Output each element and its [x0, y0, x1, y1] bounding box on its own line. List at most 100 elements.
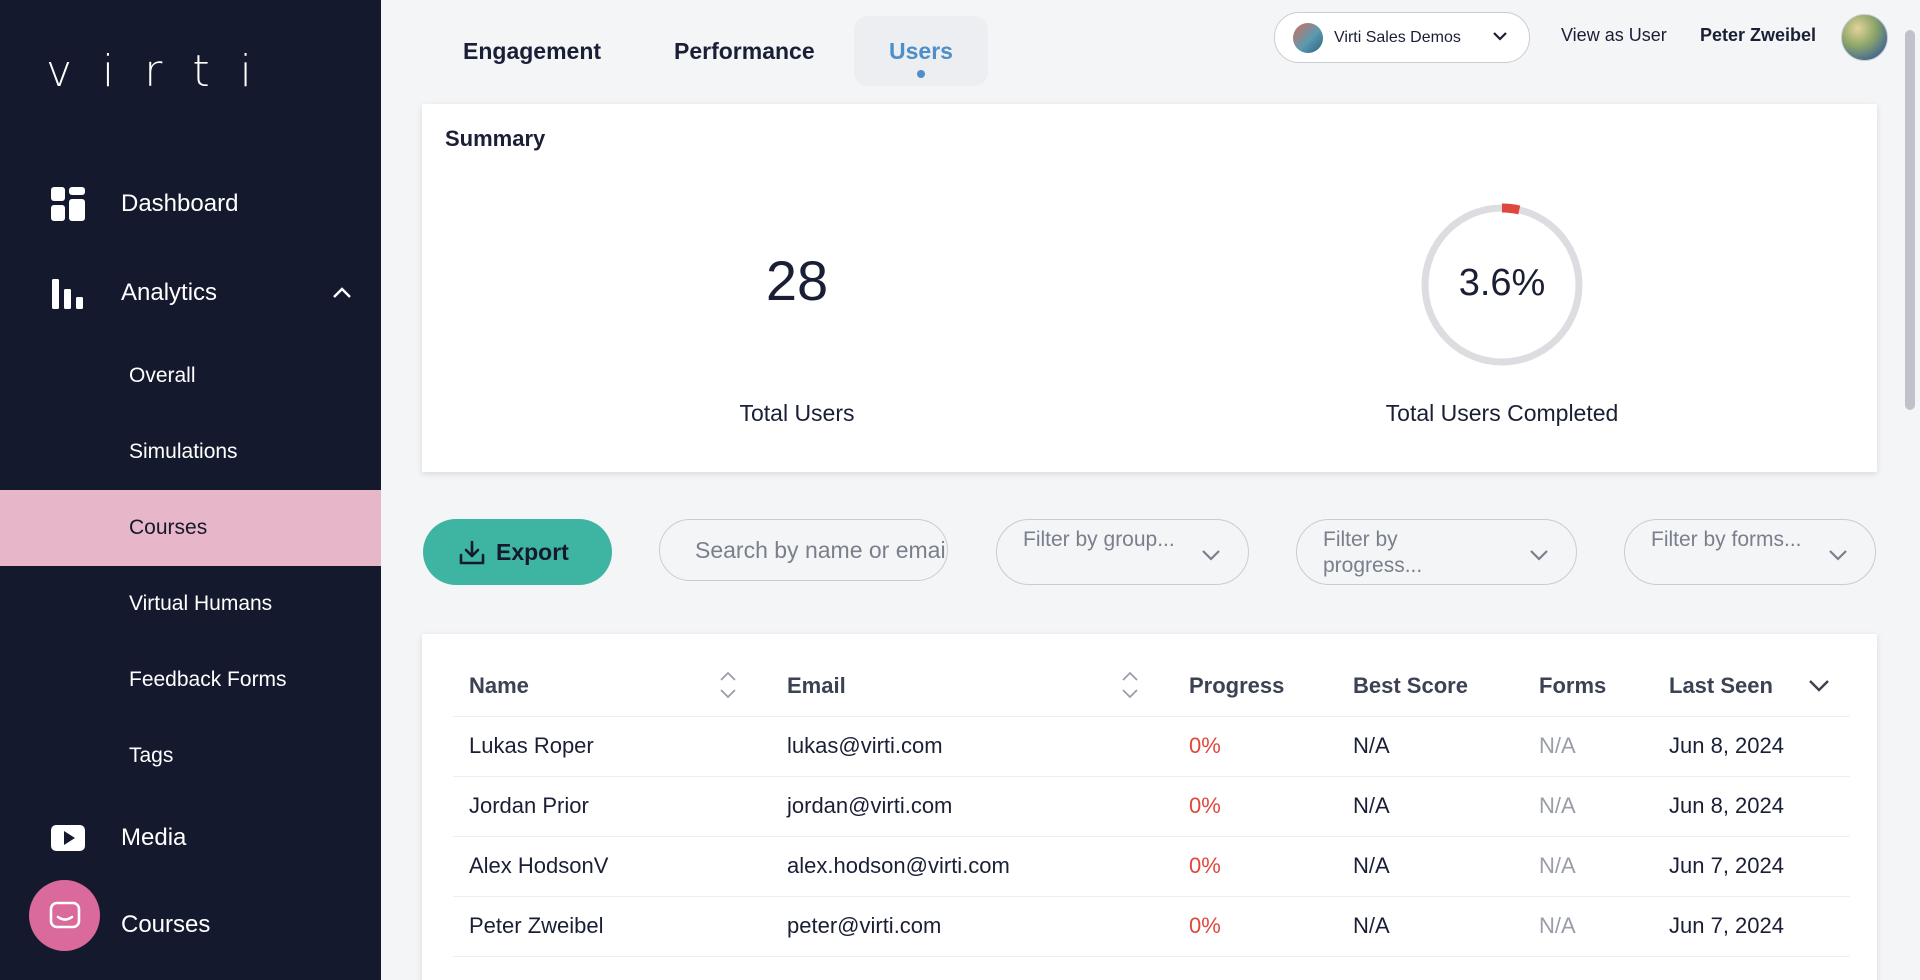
column-header-last-seen[interactable]: Last Seen	[1669, 673, 1773, 698]
tab-users-label: Users	[889, 37, 953, 64]
summary-title: Summary	[445, 126, 546, 151]
chevron-up-icon[interactable]	[330, 281, 354, 305]
sidebar-item-courses[interactable]: Courses	[0, 887, 381, 963]
sidebar-item-tags[interactable]: Tags	[0, 718, 381, 794]
sidebar-item-label: Simulations	[129, 440, 238, 463]
cell-last-seen: Jun 7, 2024	[1669, 913, 1784, 938]
filter-group-label: Filter by group...	[1023, 528, 1175, 551]
total-users-label: Total Users	[739, 400, 855, 426]
filter-progress-select[interactable]: Filter by progress...	[1296, 519, 1577, 585]
user-avatar[interactable]	[1841, 14, 1888, 61]
user-name[interactable]: Peter Zweibel	[1700, 25, 1817, 45]
sidebar-item-label: Feedback Forms	[129, 668, 287, 691]
cell-progress: 0%	[1189, 793, 1221, 818]
export-label: Export	[496, 538, 569, 565]
cell-email: alex.hodson@virti.com	[787, 853, 1010, 878]
table-divider	[453, 716, 1850, 717]
filter-forms-label: Filter by forms...	[1651, 528, 1802, 551]
virti-logo[interactable]: virti	[46, 46, 282, 97]
column-header-best-score[interactable]: Best Score	[1353, 673, 1468, 698]
summary-card: Summary	[422, 104, 1877, 472]
sidebar-item-label: Overall	[129, 364, 196, 387]
column-header-forms[interactable]: Forms	[1539, 673, 1607, 698]
cell-forms: N/A	[1539, 853, 1576, 878]
cell-email: lukas@virti.com	[787, 733, 943, 758]
cell-last-seen: Jun 7, 2024	[1669, 853, 1784, 878]
column-header-progress[interactable]: Progress	[1189, 673, 1285, 698]
sidebar-item-analytics[interactable]: Analytics	[0, 255, 381, 331]
sidebar-item-media[interactable]: Media	[0, 800, 381, 876]
cell-name: Peter Zweibel	[469, 913, 604, 938]
cell-best-score: N/A	[1353, 913, 1390, 938]
completion-percent: 3.6%	[1458, 262, 1546, 304]
sidebar-item-dashboard[interactable]: Dashboard	[0, 166, 381, 242]
cell-forms: N/A	[1539, 913, 1576, 938]
completion-ring	[1420, 203, 1584, 367]
view-as-user-link[interactable]: View as User	[1561, 25, 1667, 45]
support-chat-button[interactable]	[29, 880, 100, 951]
sidebar-item-feedback-forms[interactable]: Feedback Forms	[0, 642, 381, 718]
cell-forms: N/A	[1539, 793, 1576, 818]
search-input[interactable]	[659, 519, 948, 581]
tab-users[interactable]: Users	[854, 16, 988, 86]
filter-group-select[interactable]: Filter by group...	[996, 519, 1249, 585]
export-button[interactable]: Export	[423, 519, 612, 585]
table-divider	[453, 896, 1850, 897]
table-divider	[453, 956, 1850, 957]
total-users-value: 28	[765, 249, 829, 312]
chevron-down-icon	[1493, 32, 1507, 41]
column-header-email[interactable]: Email	[787, 673, 846, 698]
sidebar-item-label: Analytics	[121, 279, 218, 306]
users-table	[422, 634, 1877, 980]
cell-last-seen: Jun 8, 2024	[1669, 733, 1784, 758]
chevron-down-icon	[1202, 550, 1220, 561]
cell-best-score: N/A	[1353, 733, 1390, 758]
cell-last-seen: Jun 8, 2024	[1669, 793, 1784, 818]
sort-icon[interactable]	[718, 669, 738, 701]
download-icon	[459, 540, 485, 565]
sidebar-item-label: Media	[121, 824, 187, 851]
scrollbar-thumb[interactable]	[1905, 30, 1915, 410]
active-tab-indicator	[916, 70, 925, 78]
cell-name: Lukas Roper	[469, 733, 594, 758]
play-video-icon	[51, 825, 85, 851]
cell-best-score: N/A	[1353, 853, 1390, 878]
sidebar-item-simulations[interactable]: Simulations	[0, 414, 381, 490]
total-users-completed-label: Total Users Completed	[1385, 400, 1619, 426]
cell-email: peter@virti.com	[787, 913, 942, 938]
cell-progress: 0%	[1189, 733, 1221, 758]
organisation-select[interactable]: Virti Sales Demos	[1274, 12, 1530, 63]
sidebar-item-label: Courses	[121, 911, 211, 938]
column-header-name[interactable]: Name	[469, 673, 529, 698]
sidebar-item-label: Dashboard	[121, 190, 239, 217]
filter-forms-select[interactable]: Filter by forms...	[1624, 519, 1876, 585]
sidebar-item-label: Tags	[129, 744, 174, 767]
tab-engagement[interactable]: Engagement	[463, 37, 602, 64]
org-avatar	[1293, 22, 1323, 53]
cell-forms: N/A	[1539, 733, 1576, 758]
chevron-down-icon	[1530, 550, 1548, 561]
chat-icon	[49, 901, 80, 928]
cell-name: Jordan Prior	[469, 793, 589, 818]
sort-icon[interactable]	[1120, 669, 1140, 701]
completion-ring-progress	[1420, 203, 1584, 367]
tab-performance[interactable]: Performance	[674, 37, 815, 64]
sidebar: virti Dashboard Analytics Overall Simula…	[0, 0, 381, 980]
cell-progress: 0%	[1189, 913, 1221, 938]
chevron-down-icon[interactable]	[1807, 673, 1831, 697]
sidebar-item-virtual-humans[interactable]: Virtual Humans	[0, 566, 381, 642]
cell-best-score: N/A	[1353, 793, 1390, 818]
chevron-down-icon	[1829, 550, 1847, 561]
dashboard-icon	[51, 187, 85, 221]
sidebar-item-overall[interactable]: Overall	[0, 338, 381, 414]
cell-name: Alex HodsonV	[469, 853, 609, 878]
bar-chart-icon	[52, 279, 83, 309]
sidebar-item-courses-analytics[interactable]: Courses	[0, 490, 381, 566]
filter-progress-label: Filter by progress...	[1323, 528, 1423, 577]
cell-email: jordan@virti.com	[787, 793, 953, 818]
org-name: Virti Sales Demos	[1334, 28, 1461, 46]
table-divider	[453, 836, 1850, 837]
cell-progress: 0%	[1189, 853, 1221, 878]
table-divider	[453, 776, 1850, 777]
sidebar-item-label: Courses	[129, 516, 208, 539]
